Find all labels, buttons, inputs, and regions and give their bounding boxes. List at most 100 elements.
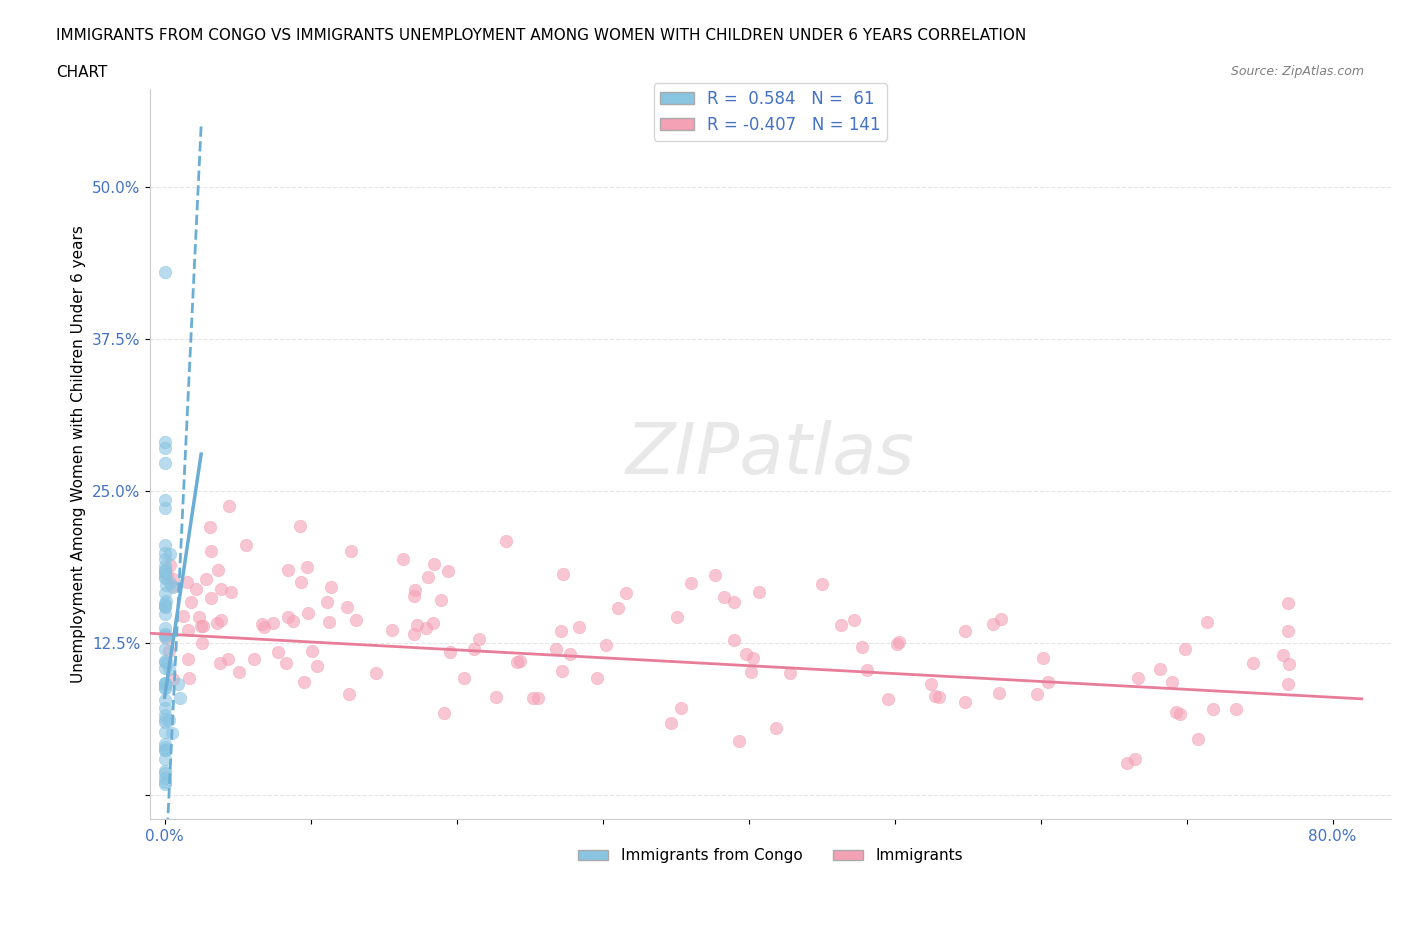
Point (153, 546, 176, 561)
Point (297, 559, 319, 574)
Text: Source: ZipAtlas.com: Source: ZipAtlas.com (1230, 65, 1364, 78)
Point (157, 712, 180, 727)
Point (159, 546, 181, 561)
Point (1032, 651, 1054, 666)
Point (155, 597, 177, 612)
Text: CHART: CHART (56, 65, 108, 80)
Point (153, 563, 176, 578)
Point (418, 569, 440, 584)
Point (228, 665, 250, 680)
Point (886, 636, 908, 651)
Point (153, 660, 176, 675)
Point (159, 557, 181, 572)
Point (887, 635, 910, 650)
Point (1277, 677, 1299, 692)
Point (463, 642, 485, 657)
Point (155, 593, 177, 608)
Point (704, 568, 727, 583)
Point (595, 638, 617, 653)
Point (153, 681, 176, 696)
Point (366, 666, 388, 681)
Point (155, 631, 177, 645)
Point (1164, 705, 1187, 720)
Point (659, 715, 682, 730)
Point (404, 627, 426, 642)
Point (153, 714, 176, 729)
Point (177, 622, 200, 637)
Point (172, 608, 194, 623)
Point (1277, 596, 1299, 611)
Point (155, 675, 177, 690)
Point (153, 500, 176, 515)
Point (153, 551, 176, 566)
Point (200, 591, 222, 606)
Point (1272, 647, 1295, 662)
Point (159, 575, 181, 590)
Point (153, 775, 176, 790)
Point (277, 563, 299, 578)
Point (162, 671, 184, 686)
Point (422, 616, 444, 631)
Point (253, 619, 276, 634)
Point (558, 646, 581, 661)
Point (586, 671, 609, 685)
Point (1036, 674, 1059, 689)
Point (153, 642, 176, 657)
Point (340, 544, 363, 559)
Point (190, 619, 212, 634)
Point (153, 700, 176, 715)
Text: IMMIGRANTS FROM CONGO VS IMMIGRANTS UNEMPLOYMENT AMONG WOMEN WITH CHILDREN UNDER: IMMIGRANTS FROM CONGO VS IMMIGRANTS UNEM… (56, 28, 1026, 43)
Point (188, 609, 211, 624)
Point (153, 751, 176, 766)
Point (218, 498, 240, 513)
Point (509, 654, 531, 669)
Point (468, 631, 491, 646)
Point (1123, 751, 1146, 766)
Point (307, 659, 329, 674)
Point (527, 690, 550, 705)
Point (1187, 732, 1209, 747)
Point (723, 632, 745, 647)
Point (198, 520, 221, 535)
Point (335, 600, 357, 615)
Point (301, 644, 323, 658)
Point (281, 614, 304, 629)
Point (166, 677, 188, 692)
Point (734, 647, 756, 662)
Point (153, 559, 176, 574)
Point (243, 651, 266, 666)
Point (742, 651, 765, 666)
Point (856, 663, 879, 678)
Point (990, 612, 1012, 627)
Point (153, 770, 176, 785)
Point (851, 640, 873, 655)
Point (568, 619, 591, 634)
Point (153, 571, 176, 586)
Point (924, 688, 946, 703)
Point (153, 456, 176, 471)
Point (262, 616, 284, 631)
Point (180, 594, 202, 609)
Point (402, 589, 425, 604)
Point (550, 624, 572, 639)
Text: ZIPatlas: ZIPatlas (626, 419, 915, 488)
Point (162, 578, 184, 593)
Point (153, 620, 176, 635)
Point (153, 742, 176, 757)
Point (153, 737, 176, 751)
Point (987, 685, 1010, 700)
Point (162, 571, 184, 586)
Point (1161, 675, 1184, 690)
Point (1126, 671, 1149, 685)
Point (190, 635, 212, 650)
Point (551, 566, 574, 581)
Point (267, 644, 290, 659)
Point (433, 706, 456, 721)
Point (153, 492, 176, 507)
Point (748, 585, 770, 600)
Point (1195, 614, 1218, 629)
Point (205, 616, 228, 631)
Point (318, 615, 340, 630)
Point (728, 734, 751, 749)
Point (522, 691, 544, 706)
